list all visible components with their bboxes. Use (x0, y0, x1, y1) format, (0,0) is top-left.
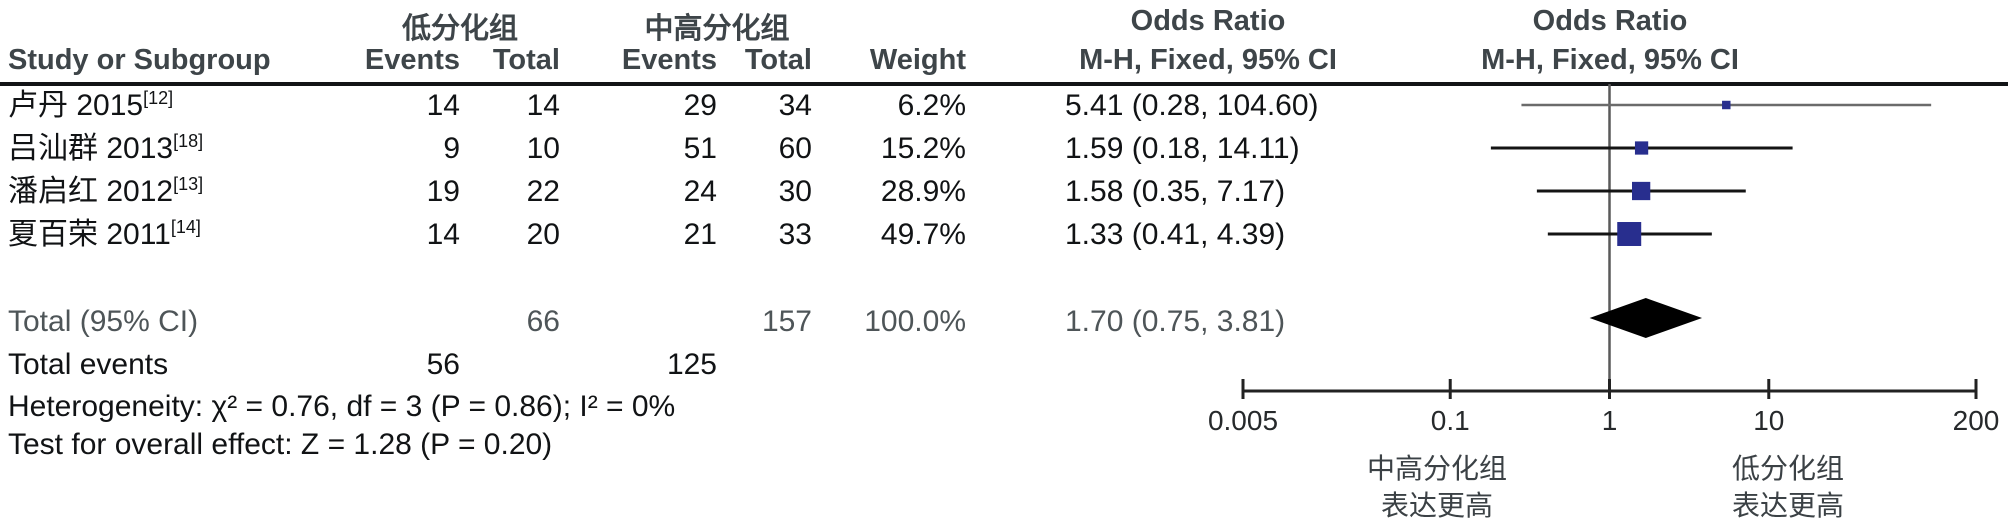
group1-events-header: Events (364, 44, 460, 76)
header-divider (0, 82, 2008, 86)
reference-superscript: [14] (170, 217, 201, 237)
right-direction-label-line2: 表达更高 (1731, 490, 1845, 521)
group1-header: 低分化组 (401, 13, 519, 45)
group1-events-cell: 19 (426, 175, 460, 208)
axis-tick-label: 0.005 (1208, 405, 1278, 436)
heterogeneity-line: Heterogeneity: χ² = 0.76, df = 3 (P = 0.… (8, 390, 676, 423)
group2-events-cell: 24 (683, 175, 717, 208)
group2-total-cell: 33 (778, 218, 812, 251)
total-row-total1: 66 (526, 305, 560, 338)
total-events-group1: 56 (426, 348, 460, 381)
ci-row (1521, 100, 1932, 110)
axis-tick-label: 0.1 (1431, 405, 1470, 436)
table-row: 卢丹 2015[12] 14 14 29 34 6.2% 5.41 (0.28, 104.6… (0, 88, 2008, 124)
ci-row (1490, 141, 1793, 155)
group1-events-cell: 9 (443, 132, 460, 165)
total-events-group2: 125 (666, 348, 717, 381)
weight-cell: 6.2% (897, 89, 966, 122)
effect-square (1634, 141, 1649, 155)
effect-square (1617, 222, 1642, 246)
total-row-total2: 157 (761, 305, 812, 338)
total-row-weight: 100.0% (864, 305, 966, 338)
left-direction-label-line1: 中高分化组 (1366, 453, 1508, 484)
study-name-cell: 夏百荣 2011[14] (8, 217, 201, 251)
study-name-cell: 卢丹 2015[12] (8, 88, 174, 122)
reference-superscript: [18] (173, 131, 204, 151)
ci-row (1536, 181, 1746, 201)
overall-effect-line: Test for overall effect: Z = 1.28 (P = 0… (8, 428, 553, 461)
group1-events-cell: 14 (426, 89, 460, 122)
weight-cell: 28.9% (880, 175, 966, 208)
axis-tick-label: 10 (1753, 405, 1784, 436)
right-direction-label-line1: 低分化组 (1731, 453, 1845, 484)
group2-events-cell: 51 (683, 132, 717, 165)
group1-total-cell: 22 (526, 175, 560, 208)
group2-events-cell: 29 (683, 89, 717, 122)
or-ci-text-cell: 5.41 (0.28, 104.60) (1065, 89, 1319, 122)
weight-column-header: Weight (869, 44, 966, 76)
plot-method-header: M-H, Fixed, 95% CI (1481, 44, 1739, 76)
axis-tick-label: 200 (1953, 405, 2000, 436)
group1-total-cell: 14 (526, 89, 560, 122)
axis-tick-label: 1 (1602, 405, 1618, 436)
total-row-label: Total (95% CI) (8, 305, 199, 338)
weight-cell: 15.2% (880, 132, 966, 165)
ci-row (1547, 222, 1712, 246)
total-row-or: 1.70 (0.75, 3.81) (1065, 305, 1286, 338)
group2-total-header: Total (744, 44, 812, 76)
study-name-cell: 吕汕群 2013[18] (8, 131, 204, 165)
group1-total-cell: 20 (526, 218, 560, 251)
group1-events-cell: 14 (426, 218, 460, 251)
group1-total-cell: 10 (526, 132, 560, 165)
effect-square (1722, 100, 1731, 110)
reference-superscript: [12] (143, 88, 174, 108)
group1-total-header: Total (492, 44, 560, 76)
group2-total-cell: 60 (778, 132, 812, 165)
or-ci-text-cell: 1.59 (0.18, 14.11) (1065, 132, 1300, 165)
weight-cell: 49.7% (880, 218, 966, 251)
reference-superscript: [13] (173, 174, 204, 194)
table-row: 潘启红 2012[13] 19 22 24 30 28.9% 1.58 (0.35, 7.1… (0, 174, 2008, 210)
group2-events-header: Events (621, 44, 717, 76)
table-row: 吕汕群 2013[18] 9 10 51 60 15.2% 1.59 (0.18, 14.1… (0, 131, 2008, 167)
study-name-cell: 潘启红 2012[13] (8, 174, 204, 208)
group2-events-cell: 21 (683, 218, 717, 251)
or-column-title: Odds Ratio (1130, 5, 1286, 37)
or-ci-text-cell: 1.33 (0.41, 4.39) (1065, 218, 1286, 251)
group2-total-cell: 30 (778, 175, 812, 208)
effect-square (1632, 181, 1651, 201)
left-direction-label-line2: 表达更高 (1380, 490, 1494, 521)
plot-column-title: Odds Ratio (1532, 5, 1688, 37)
study-column-header: Study or Subgroup (8, 44, 271, 76)
pooled-diamond (1589, 298, 1703, 338)
or-method-header: M-H, Fixed, 95% CI (1079, 44, 1337, 76)
group2-header: 中高分化组 (644, 13, 790, 45)
total-events-label: Total events (8, 348, 169, 381)
table-row: 夏百荣 2011[14] 14 20 21 33 49.7% 1.33 (0.41, 4.3… (0, 217, 2008, 253)
group2-total-cell: 34 (778, 89, 812, 122)
or-ci-text-cell: 1.58 (0.35, 7.17) (1065, 175, 1286, 208)
